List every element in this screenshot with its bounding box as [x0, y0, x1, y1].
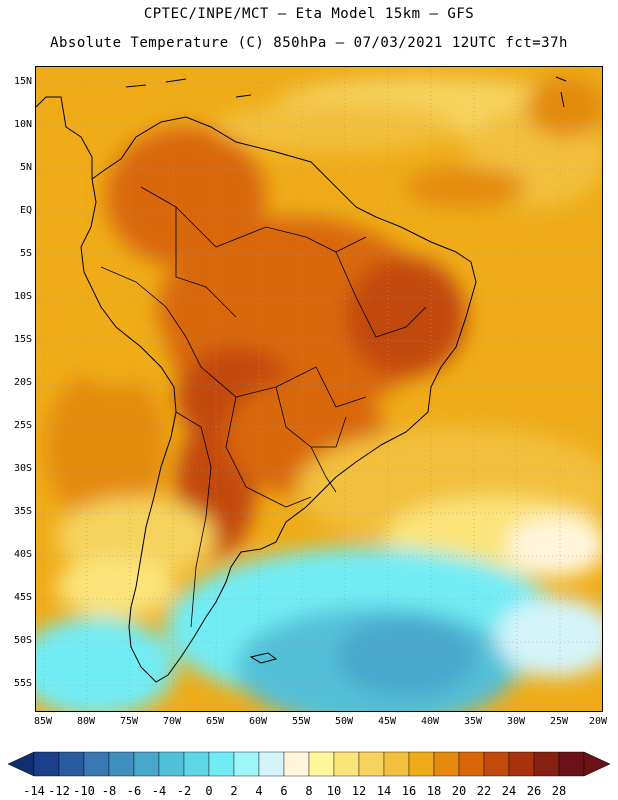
colorbar: [7, 751, 611, 777]
lat-label: 20S: [13, 377, 32, 388]
colorbar-label: 8: [305, 784, 313, 798]
map-canvas: [36, 67, 602, 711]
lon-label: 60W: [248, 716, 268, 727]
colorbar-swatch: [533, 751, 560, 777]
colorbar-label: -14: [23, 784, 45, 798]
lat-label: 10N: [13, 119, 32, 130]
colorbar-swatch: [508, 751, 535, 777]
colorbar-label: 28: [551, 784, 567, 798]
lat-label: 35S: [13, 506, 32, 517]
lon-label: 70W: [162, 716, 182, 727]
colorbar-label: 10: [326, 784, 342, 798]
temperature-map: [35, 66, 603, 712]
lat-label: 15S: [13, 334, 32, 345]
colorbar-label: -10: [73, 784, 95, 798]
colorbar-label: 12: [351, 784, 367, 798]
colorbar-swatch: [233, 751, 260, 777]
lat-label: 30S: [13, 463, 32, 474]
colorbar-label: -4: [151, 784, 167, 798]
colorbar-arrow-left: [7, 751, 35, 777]
colorbar-label: 2: [230, 784, 238, 798]
lon-label: 35W: [463, 716, 483, 727]
lat-label: 40S: [13, 549, 32, 560]
colorbar-label: -2: [176, 784, 192, 798]
lon-label: 55W: [291, 716, 311, 727]
colorbar-label: 20: [451, 784, 467, 798]
colorbar-swatch: [483, 751, 510, 777]
colorbar-label: 14: [376, 784, 392, 798]
colorbar-label: 6: [280, 784, 288, 798]
colorbar-swatch: [408, 751, 435, 777]
lat-label: 5S: [19, 248, 32, 259]
coastline-central-america: [36, 96, 93, 179]
lon-label: 20W: [588, 716, 608, 727]
lat-label: 25S: [13, 420, 32, 431]
lat-label: 45S: [13, 592, 32, 603]
colorbar-label: 16: [401, 784, 417, 798]
lon-label: 75W: [119, 716, 139, 727]
colorbar-swatch: [58, 751, 85, 777]
colorbar-swatch: [33, 751, 60, 777]
colorbar-label: 26: [526, 784, 542, 798]
colorbar-label: 0: [205, 784, 213, 798]
colorbar-swatch: [358, 751, 385, 777]
lon-label: 25W: [549, 716, 569, 727]
colorbar-swatch: [383, 751, 410, 777]
colorbar-swatch: [208, 751, 235, 777]
colorbar-swatch: [183, 751, 210, 777]
colorbar-label: -12: [48, 784, 70, 798]
colorbar-swatch: [558, 751, 585, 777]
map-title-line-1: CPTEC/INPE/MCT – Eta Model 15km – GFS: [143, 6, 475, 22]
coastline-caribbean: [125, 76, 567, 108]
lat-label: EQ: [19, 205, 32, 216]
lat-label: 50S: [13, 635, 32, 646]
colorbar-swatch: [333, 751, 360, 777]
lon-label: 40W: [420, 716, 440, 727]
colorbar-label: -6: [126, 784, 142, 798]
lon-label: 50W: [334, 716, 354, 727]
field-contours: [36, 77, 602, 711]
colorbar-swatch: [308, 751, 335, 777]
colorbar-swatch: [283, 751, 310, 777]
colorbar-swatch: [83, 751, 110, 777]
colorbar-label: 22: [476, 784, 492, 798]
map-title-line-2: Absolute Temperature (C) 850hPa – 07/03/…: [50, 35, 568, 51]
colorbar-label: 18: [426, 784, 442, 798]
colorbar-label: 24: [501, 784, 517, 798]
colorbar-swatch: [458, 751, 485, 777]
lat-label: 15N: [13, 76, 32, 87]
colorbar-swatches: [33, 751, 585, 777]
lon-label: 80W: [76, 716, 96, 727]
coastline-falklands: [249, 652, 278, 664]
colorbar-swatch: [158, 751, 185, 777]
colorbar-arrow-right: [583, 751, 611, 777]
colorbar-label: 4: [255, 784, 263, 798]
colorbar-label: -8: [101, 784, 117, 798]
lon-label: 85W: [33, 716, 53, 727]
colorbar-swatch: [433, 751, 460, 777]
country-borders: [100, 186, 427, 628]
lon-label: 30W: [506, 716, 526, 727]
colorbar-swatch: [108, 751, 135, 777]
colorbar-swatch: [133, 751, 160, 777]
lat-label: 10S: [13, 291, 32, 302]
lon-label: 65W: [205, 716, 225, 727]
colorbar-swatch: [258, 751, 285, 777]
lat-label: 55S: [13, 678, 32, 689]
graticule: [36, 67, 602, 711]
lat-label: 5N: [19, 162, 32, 173]
lon-label: 45W: [377, 716, 397, 727]
coastline-south-america: [80, 116, 477, 683]
